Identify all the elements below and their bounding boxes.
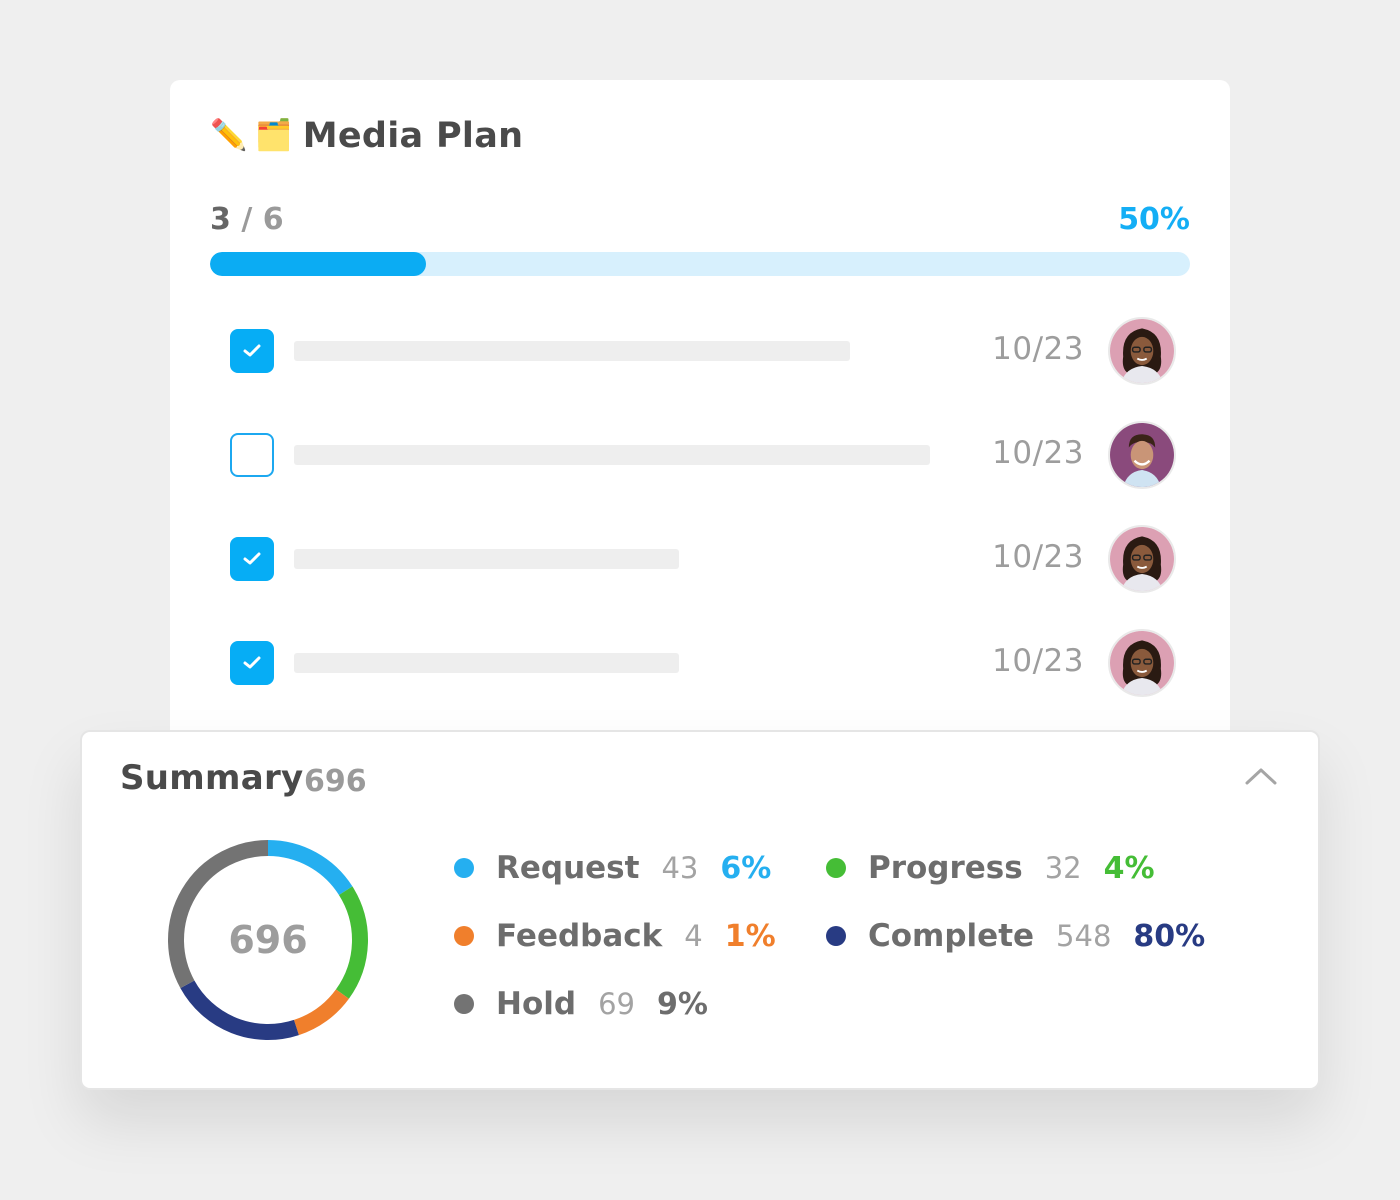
woman-icon (1110, 631, 1174, 695)
progress-bar-fill (210, 252, 426, 276)
summary-donut-chart (168, 840, 368, 1040)
task-date: 10/23 (992, 435, 1084, 471)
summary-total: 696 (304, 764, 367, 799)
task-checkbox[interactable] (230, 329, 274, 373)
legend-count: 32 (1044, 851, 1082, 885)
legend-item-complete: Complete 548 80% (826, 914, 1205, 958)
legend-dot (454, 926, 474, 946)
legend-item-progress: Progress 32 4% (826, 846, 1155, 890)
legend-count: 548 (1056, 919, 1112, 953)
legend-label: Hold (496, 986, 577, 1022)
pencil-icon: ✏️ (210, 118, 248, 153)
donut-segment-complete (180, 980, 299, 1040)
task-row: 10/23 (230, 421, 1190, 489)
check-icon (243, 552, 261, 565)
legend-item-request: Request 43 6% (454, 846, 771, 890)
check-icon (243, 656, 261, 669)
legend-dot (826, 858, 846, 878)
task-date: 10/23 (992, 331, 1084, 367)
task-row: 10/23 (230, 629, 1190, 697)
legend-label: Request (496, 850, 640, 886)
woman-icon (1110, 527, 1174, 591)
summary-title: Summary (120, 758, 304, 798)
task-checkbox[interactable] (230, 641, 274, 685)
card-title: ✏️ 🗂️ Media Plan (210, 112, 523, 160)
legend-count: 43 (661, 851, 699, 885)
legend-dot (454, 994, 474, 1014)
chevron-up-icon[interactable] (1244, 766, 1278, 786)
man-icon (1110, 423, 1174, 487)
media-plan-card: ✏️ 🗂️ Media Plan 3 / 6 50% 10/23 10/23 1… (170, 80, 1230, 780)
task-title-placeholder (294, 341, 850, 361)
task-date: 10/23 (992, 643, 1084, 679)
task-date: 10/23 (992, 539, 1084, 575)
avatar[interactable] (1108, 629, 1176, 697)
donut-segment-progress (335, 886, 368, 999)
donut-segment-request (267, 840, 353, 896)
avatar[interactable] (1108, 317, 1176, 385)
donut-segment-hold (168, 840, 269, 989)
donut-center-total: 696 (228, 918, 308, 962)
progress-bar (210, 252, 1190, 276)
task-title-placeholder (294, 549, 680, 569)
woman-icon (1110, 319, 1174, 383)
legend-percent: 1% (724, 918, 776, 954)
legend-percent: 4% (1103, 850, 1155, 886)
legend-percent: 9% (656, 986, 708, 1022)
legend-percent: 6% (720, 850, 772, 886)
legend-label: Complete (868, 918, 1035, 954)
avatar[interactable] (1108, 421, 1176, 489)
task-checkbox[interactable] (230, 433, 274, 477)
legend-item-hold: Hold 69 9% (454, 982, 708, 1026)
avatar[interactable] (1108, 525, 1176, 593)
progress-done: 3 (210, 202, 231, 237)
legend-percent: 80% (1133, 918, 1206, 954)
legend-item-feedback: Feedback 4 1% (454, 914, 776, 958)
summary-panel: Summary 696 696 Request 43 6% Feedback 4… (80, 730, 1320, 1090)
donut-segment-feedback (293, 989, 349, 1036)
page-title: Media Plan (302, 116, 524, 156)
card-file-box-icon: 🗂️ (255, 118, 293, 153)
legend-count: 69 (598, 987, 635, 1021)
task-row: 10/23 (230, 317, 1190, 385)
progress-total: 6 (262, 202, 284, 237)
task-title-placeholder (294, 445, 931, 465)
task-title-placeholder (294, 653, 680, 673)
progress-count: 3 / 6 (210, 202, 284, 237)
legend-count: 4 (684, 919, 703, 953)
legend-dot (826, 926, 846, 946)
legend-label: Feedback (496, 918, 663, 954)
task-checkbox[interactable] (230, 537, 274, 581)
legend-dot (454, 858, 474, 878)
check-icon (243, 344, 261, 357)
legend-label: Progress (868, 850, 1023, 886)
progress-percent: 50% (1118, 202, 1190, 237)
task-row: 10/23 (230, 525, 1190, 593)
progress-separator: / (241, 202, 253, 237)
